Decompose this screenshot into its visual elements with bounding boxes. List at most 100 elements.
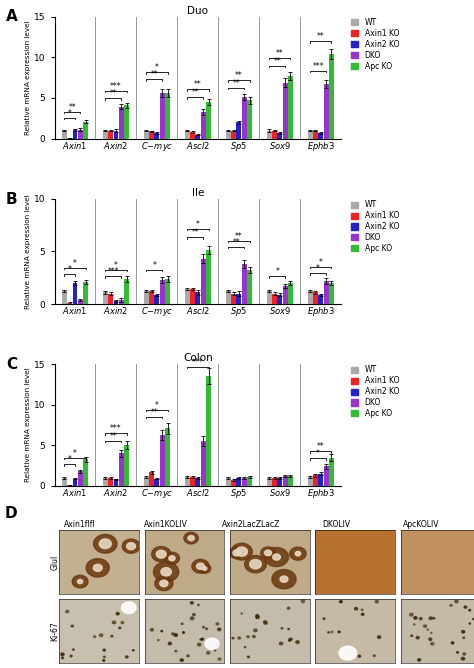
Bar xyxy=(313,476,318,486)
Polygon shape xyxy=(214,650,216,651)
Polygon shape xyxy=(361,609,363,611)
Bar xyxy=(83,282,88,304)
Text: A: A xyxy=(6,9,18,25)
Text: *: * xyxy=(316,450,320,458)
Polygon shape xyxy=(358,655,361,657)
Text: C: C xyxy=(6,357,17,371)
Bar xyxy=(329,458,334,486)
Bar xyxy=(113,480,118,486)
Polygon shape xyxy=(289,638,292,641)
Bar xyxy=(231,480,236,486)
Polygon shape xyxy=(174,634,177,637)
Polygon shape xyxy=(229,547,244,558)
Polygon shape xyxy=(264,621,266,623)
Polygon shape xyxy=(254,629,257,632)
Bar xyxy=(155,133,159,139)
Polygon shape xyxy=(355,607,357,610)
Polygon shape xyxy=(256,616,259,619)
Polygon shape xyxy=(247,636,249,638)
Bar xyxy=(165,428,170,486)
Bar xyxy=(113,130,118,139)
Polygon shape xyxy=(184,532,198,544)
Bar xyxy=(78,130,83,139)
Polygon shape xyxy=(103,649,105,651)
Polygon shape xyxy=(182,632,184,633)
Bar xyxy=(185,289,190,304)
Bar xyxy=(319,295,323,304)
Text: ***: *** xyxy=(110,424,122,434)
Text: *: * xyxy=(152,261,156,270)
Polygon shape xyxy=(361,613,364,615)
Polygon shape xyxy=(339,646,357,660)
Bar xyxy=(288,76,293,139)
Bar xyxy=(67,303,72,304)
Polygon shape xyxy=(429,638,432,641)
Bar xyxy=(119,300,124,304)
Polygon shape xyxy=(121,602,136,613)
Polygon shape xyxy=(462,631,465,633)
Polygon shape xyxy=(273,554,281,560)
Text: **: ** xyxy=(191,88,199,98)
Bar xyxy=(190,477,195,486)
Polygon shape xyxy=(231,543,252,560)
Polygon shape xyxy=(93,636,96,637)
Polygon shape xyxy=(200,639,201,640)
Polygon shape xyxy=(77,579,83,584)
Polygon shape xyxy=(374,655,375,657)
Polygon shape xyxy=(264,622,267,625)
Bar xyxy=(113,301,118,304)
Polygon shape xyxy=(86,558,109,577)
Bar xyxy=(242,264,246,304)
Bar xyxy=(272,478,277,486)
Text: DKOLIV: DKOLIV xyxy=(322,520,350,529)
Bar xyxy=(242,478,246,486)
Bar xyxy=(206,250,211,304)
Polygon shape xyxy=(290,547,306,560)
Text: *: * xyxy=(73,449,77,458)
Bar xyxy=(329,54,334,139)
Y-axis label: Relative mRNA expression level: Relative mRNA expression level xyxy=(25,367,31,482)
Bar xyxy=(83,122,88,139)
Bar xyxy=(267,478,272,486)
Polygon shape xyxy=(272,570,296,589)
Bar xyxy=(144,130,149,139)
Bar xyxy=(149,132,154,139)
Polygon shape xyxy=(164,552,180,564)
Bar xyxy=(313,293,318,304)
Polygon shape xyxy=(191,617,194,620)
Polygon shape xyxy=(152,546,171,562)
Bar xyxy=(324,84,328,139)
Bar xyxy=(103,293,108,304)
Text: *: * xyxy=(319,258,323,267)
Polygon shape xyxy=(287,607,290,609)
Polygon shape xyxy=(93,564,102,571)
Polygon shape xyxy=(416,637,419,639)
Bar xyxy=(103,478,108,486)
Polygon shape xyxy=(93,534,117,553)
Bar xyxy=(62,478,67,486)
Bar xyxy=(155,295,159,304)
Polygon shape xyxy=(429,617,432,619)
Bar xyxy=(124,446,129,486)
Bar xyxy=(185,477,190,486)
Polygon shape xyxy=(197,563,204,569)
Polygon shape xyxy=(103,656,105,658)
Polygon shape xyxy=(244,647,246,648)
Polygon shape xyxy=(175,651,177,652)
Polygon shape xyxy=(122,539,140,553)
Polygon shape xyxy=(419,618,422,620)
Polygon shape xyxy=(110,635,113,637)
Bar xyxy=(237,293,241,304)
Polygon shape xyxy=(71,625,73,627)
Text: **: ** xyxy=(232,79,240,88)
Text: *: * xyxy=(114,261,118,270)
Text: B: B xyxy=(6,192,18,207)
Text: *: * xyxy=(73,259,77,268)
Bar xyxy=(201,112,206,139)
Bar xyxy=(288,476,293,486)
Bar xyxy=(267,291,272,304)
Bar xyxy=(324,281,328,304)
Polygon shape xyxy=(218,658,221,660)
Polygon shape xyxy=(199,564,211,573)
Bar xyxy=(155,479,159,486)
